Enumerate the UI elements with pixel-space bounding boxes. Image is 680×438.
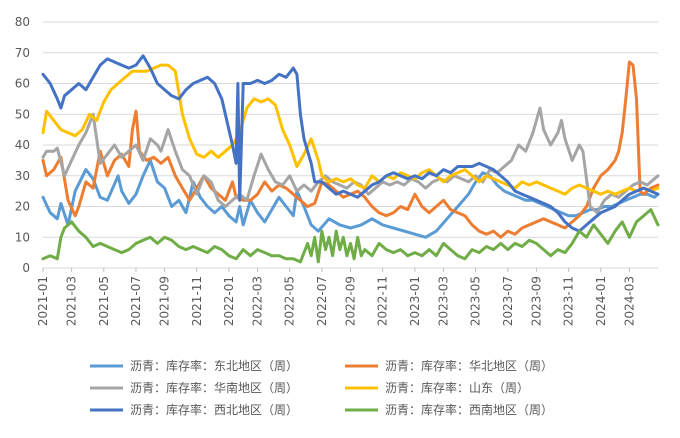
y-tick-label: 80: [15, 15, 30, 29]
x-tick-label: 2021-03: [65, 276, 79, 326]
series-line-5: [41, 54, 660, 233]
x-tick-label: 2022-07: [315, 276, 329, 326]
x-tick-label: 2022-11: [376, 276, 390, 326]
legend-label: 沥青：库存率：华北地区（周）: [385, 358, 553, 373]
legend-label: 沥青：库存率：西北地区（周）: [130, 402, 298, 417]
y-tick-label: 30: [15, 169, 30, 183]
y-tick-label: 20: [15, 200, 30, 214]
series-line-4: [41, 63, 660, 196]
series-line-6: [41, 208, 660, 264]
gridlines: [43, 21, 658, 269]
x-tick-label: 2021-09: [158, 276, 172, 326]
x-tick-label: 2023-01: [408, 276, 422, 326]
x-tick-label: 2023-09: [529, 276, 543, 326]
x-tick-label: 2021-05: [97, 276, 111, 326]
y-tick-label: 10: [15, 230, 30, 244]
y-axis-ticks: 0 10 20 30 40 50 60 70 80: [15, 15, 30, 275]
y-tick-label: 0: [22, 261, 30, 275]
series-line-1: [41, 158, 660, 239]
x-tick-label: 2023-07: [501, 276, 515, 326]
x-tick-label: 2024-03: [622, 276, 636, 326]
x-tick-label: 2024-01: [594, 276, 608, 326]
series-line-2: [41, 60, 660, 239]
series-lines: [41, 54, 660, 264]
x-tick-label: 2022-03: [251, 276, 265, 326]
x-tick-label: 2023-11: [562, 276, 576, 326]
y-tick-label: 60: [15, 77, 30, 91]
x-tick-label: 2022-05: [283, 276, 297, 326]
x-tick-label: 2023-03: [436, 276, 450, 326]
legend: 沥青：库存率：东北地区（周） 沥青：库存率：华北地区（周） 沥青：库存率：华南地区（…: [90, 358, 553, 417]
y-tick-label: 40: [15, 138, 30, 152]
x-tick-label: 2021-11: [190, 276, 204, 326]
x-tick-label: 2022-01: [222, 276, 236, 326]
legend-label: 沥青：库存率：东北地区（周）: [130, 358, 298, 373]
x-tick-label: 2021-07: [129, 276, 143, 326]
y-tick-label: 70: [15, 46, 30, 60]
legend-label: 沥青：库存率：西南地区（周）: [385, 402, 553, 417]
x-tick-label: 2022-09: [344, 276, 358, 326]
legend-label: 沥青：库存率：华南地区（周）: [130, 380, 298, 395]
legend-label: 沥青：库存率：山东（周）: [385, 380, 529, 395]
x-tick-label: 2021-01: [36, 276, 50, 326]
y-tick-label: 50: [15, 107, 30, 121]
x-tick-label: 2023-05: [469, 276, 483, 326]
x-axis-ticks: 2021-01 2021-03 2021-05 2021-07 2021-09 2021-…: [36, 268, 636, 326]
